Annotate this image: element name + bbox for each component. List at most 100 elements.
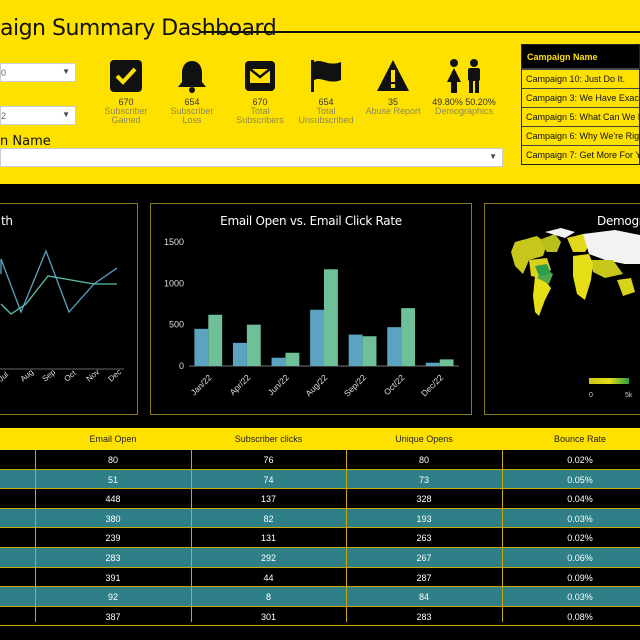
bar xyxy=(425,362,440,366)
kpi-label: Total xyxy=(250,106,270,116)
table-cell: 8 xyxy=(265,592,271,603)
x-tick-label: Aug xyxy=(19,367,36,383)
bar xyxy=(232,342,247,366)
y-tick-label: 1500 xyxy=(164,237,184,247)
growth-line-chart: Jul Aug Sep Oct Nov Dec xyxy=(0,249,124,384)
campaign-row[interactable]: Campaign 7: Get More For Yo xyxy=(522,145,639,164)
kpi-subscriber-gained: 670 Subscriber Gained xyxy=(96,58,156,125)
table-row: 391 44 287 0.09% xyxy=(0,567,640,588)
chevron-down-icon: ▼ xyxy=(489,152,497,161)
table-cell: 239 xyxy=(105,533,121,544)
x-tick-label: Jan/22 xyxy=(189,372,214,397)
x-tick-label: Nov xyxy=(85,367,102,383)
table-row: 92 8 84 0.03% xyxy=(0,587,640,607)
table-cell: 0.05% xyxy=(567,474,593,485)
warning-icon xyxy=(377,60,409,91)
bar xyxy=(401,308,416,366)
kpi-label: Demographics xyxy=(434,106,494,116)
legend-gradient xyxy=(589,378,629,384)
people-icon xyxy=(447,59,480,93)
bell-icon xyxy=(178,61,206,93)
chevron-down-icon: ▼ xyxy=(62,67,70,76)
table-cell: 380 xyxy=(105,513,121,524)
kpi-value-pair: 49.80% 50.20% xyxy=(428,97,500,107)
filter-2-value: 2 xyxy=(1,111,7,121)
table-row: 387 301 283 0.08% xyxy=(0,606,640,627)
x-tick-label: Jul xyxy=(0,370,10,384)
y-tick-label: 1000 xyxy=(164,278,184,288)
table-body: 80 76 80 0.02% 51 74 73 0.05% 448 137 328 0.04% 380 8… xyxy=(0,450,640,627)
campaign-row[interactable]: Campaign 3: We Have Exactly xyxy=(522,88,639,107)
bar xyxy=(324,269,338,366)
campaign-name-label: n Name xyxy=(0,134,51,149)
email-bar-chart: 0 500 1000 1500 Jan/22 Apr/22 Jun/22 Aug/22 Sep/… xyxy=(164,237,459,398)
table-cell: 92 xyxy=(107,592,118,603)
column-header: Unique Opens xyxy=(395,434,453,444)
kpi-label: Loss xyxy=(182,115,202,125)
bar xyxy=(310,309,324,366)
campaign-metrics-table: Email Open Subscriber clicks Unique Open… xyxy=(0,428,640,627)
x-tick-label: Dec xyxy=(107,367,124,383)
x-tick-label: Apr/22 xyxy=(227,372,252,397)
column-header: Email Open xyxy=(89,434,137,444)
kpi-value: 670 xyxy=(252,97,268,107)
checkbox-icon xyxy=(110,60,142,92)
kpi-label: Unsubscribed xyxy=(298,115,354,125)
world-map: 0 5k xyxy=(511,228,640,399)
table-cell: 0.06% xyxy=(567,552,593,563)
table-row: 380 82 193 0.03% xyxy=(0,508,640,529)
campaign-row[interactable]: Campaign 10: Just Do It. xyxy=(522,69,639,88)
kpi-label: Subscriber xyxy=(170,106,214,116)
filter-dropdown-2[interactable]: 2 ▼ xyxy=(0,106,76,125)
kpi-value: 35 xyxy=(387,97,398,107)
column-divider xyxy=(191,450,192,622)
filter-dropdown-1[interactable]: 0 ▼ xyxy=(0,63,76,82)
email-open-click-panel: Email Open vs. Email Click Rate 0 500 1000… xyxy=(150,203,472,415)
x-tick-label: Oct/22 xyxy=(382,372,407,397)
bar xyxy=(271,357,286,366)
table-cell: 0.09% xyxy=(567,572,593,583)
table-row: 80 76 80 0.02% xyxy=(0,450,640,470)
series-line-1 xyxy=(0,249,118,314)
legend-mid: 5k xyxy=(625,392,633,399)
column-header: Bounce Rate xyxy=(553,434,607,444)
bar xyxy=(387,327,402,366)
bar xyxy=(208,314,223,366)
table-cell: 0.04% xyxy=(567,494,593,505)
table-cell: 137 xyxy=(260,494,277,505)
column-divider xyxy=(502,450,503,622)
table-cell: 263 xyxy=(416,533,432,544)
campaign-row[interactable]: Campaign 6: Why We're Right xyxy=(522,126,639,145)
table-cell: 80 xyxy=(107,455,118,465)
series-line-2 xyxy=(0,275,117,315)
kpi-value: 654 xyxy=(318,97,334,107)
table-cell: 283 xyxy=(416,611,432,622)
growth-panel: th Jul Aug Sep Oct Nov Dec xyxy=(0,203,138,415)
chevron-down-icon: ▼ xyxy=(62,110,70,119)
chart-title: Email Open vs. Email Click Rate xyxy=(220,214,402,228)
table-cell: 0.08% xyxy=(567,611,593,622)
table-cell: 287 xyxy=(416,572,432,583)
campaign-name-dropdown[interactable]: ▼ xyxy=(0,148,503,167)
table-cell: 80 xyxy=(418,455,429,465)
table-cell: 301 xyxy=(260,611,277,622)
table-cell: 51 xyxy=(107,474,118,485)
table-cell: 0.03% xyxy=(567,592,593,603)
table-cell: 131 xyxy=(260,533,277,544)
campaign-row[interactable]: Campaign 5: What Can We Do xyxy=(522,107,639,126)
table-row: 51 74 73 0.05% xyxy=(0,469,640,490)
male-percent: 50.20% xyxy=(465,97,496,107)
title-underline xyxy=(200,31,640,33)
female-percent: 49.80% xyxy=(432,97,463,107)
campaign-name-table: Campaign Name Campaign 10: Just Do It. C… xyxy=(521,44,640,165)
map-land xyxy=(511,228,640,316)
table-cell: 0.03% xyxy=(567,513,593,524)
y-tick-label: 0 xyxy=(179,361,184,371)
kpi-label: Abuse Report xyxy=(365,106,421,116)
x-tick-label: Aug/22 xyxy=(303,372,329,398)
table-row: 448 137 328 0.04% xyxy=(0,489,640,509)
table-cell: 82 xyxy=(263,513,274,524)
kpi-value: 670 xyxy=(118,97,134,107)
table-cell: 387 xyxy=(105,611,121,622)
kpi-label: Subscriber xyxy=(104,106,148,116)
